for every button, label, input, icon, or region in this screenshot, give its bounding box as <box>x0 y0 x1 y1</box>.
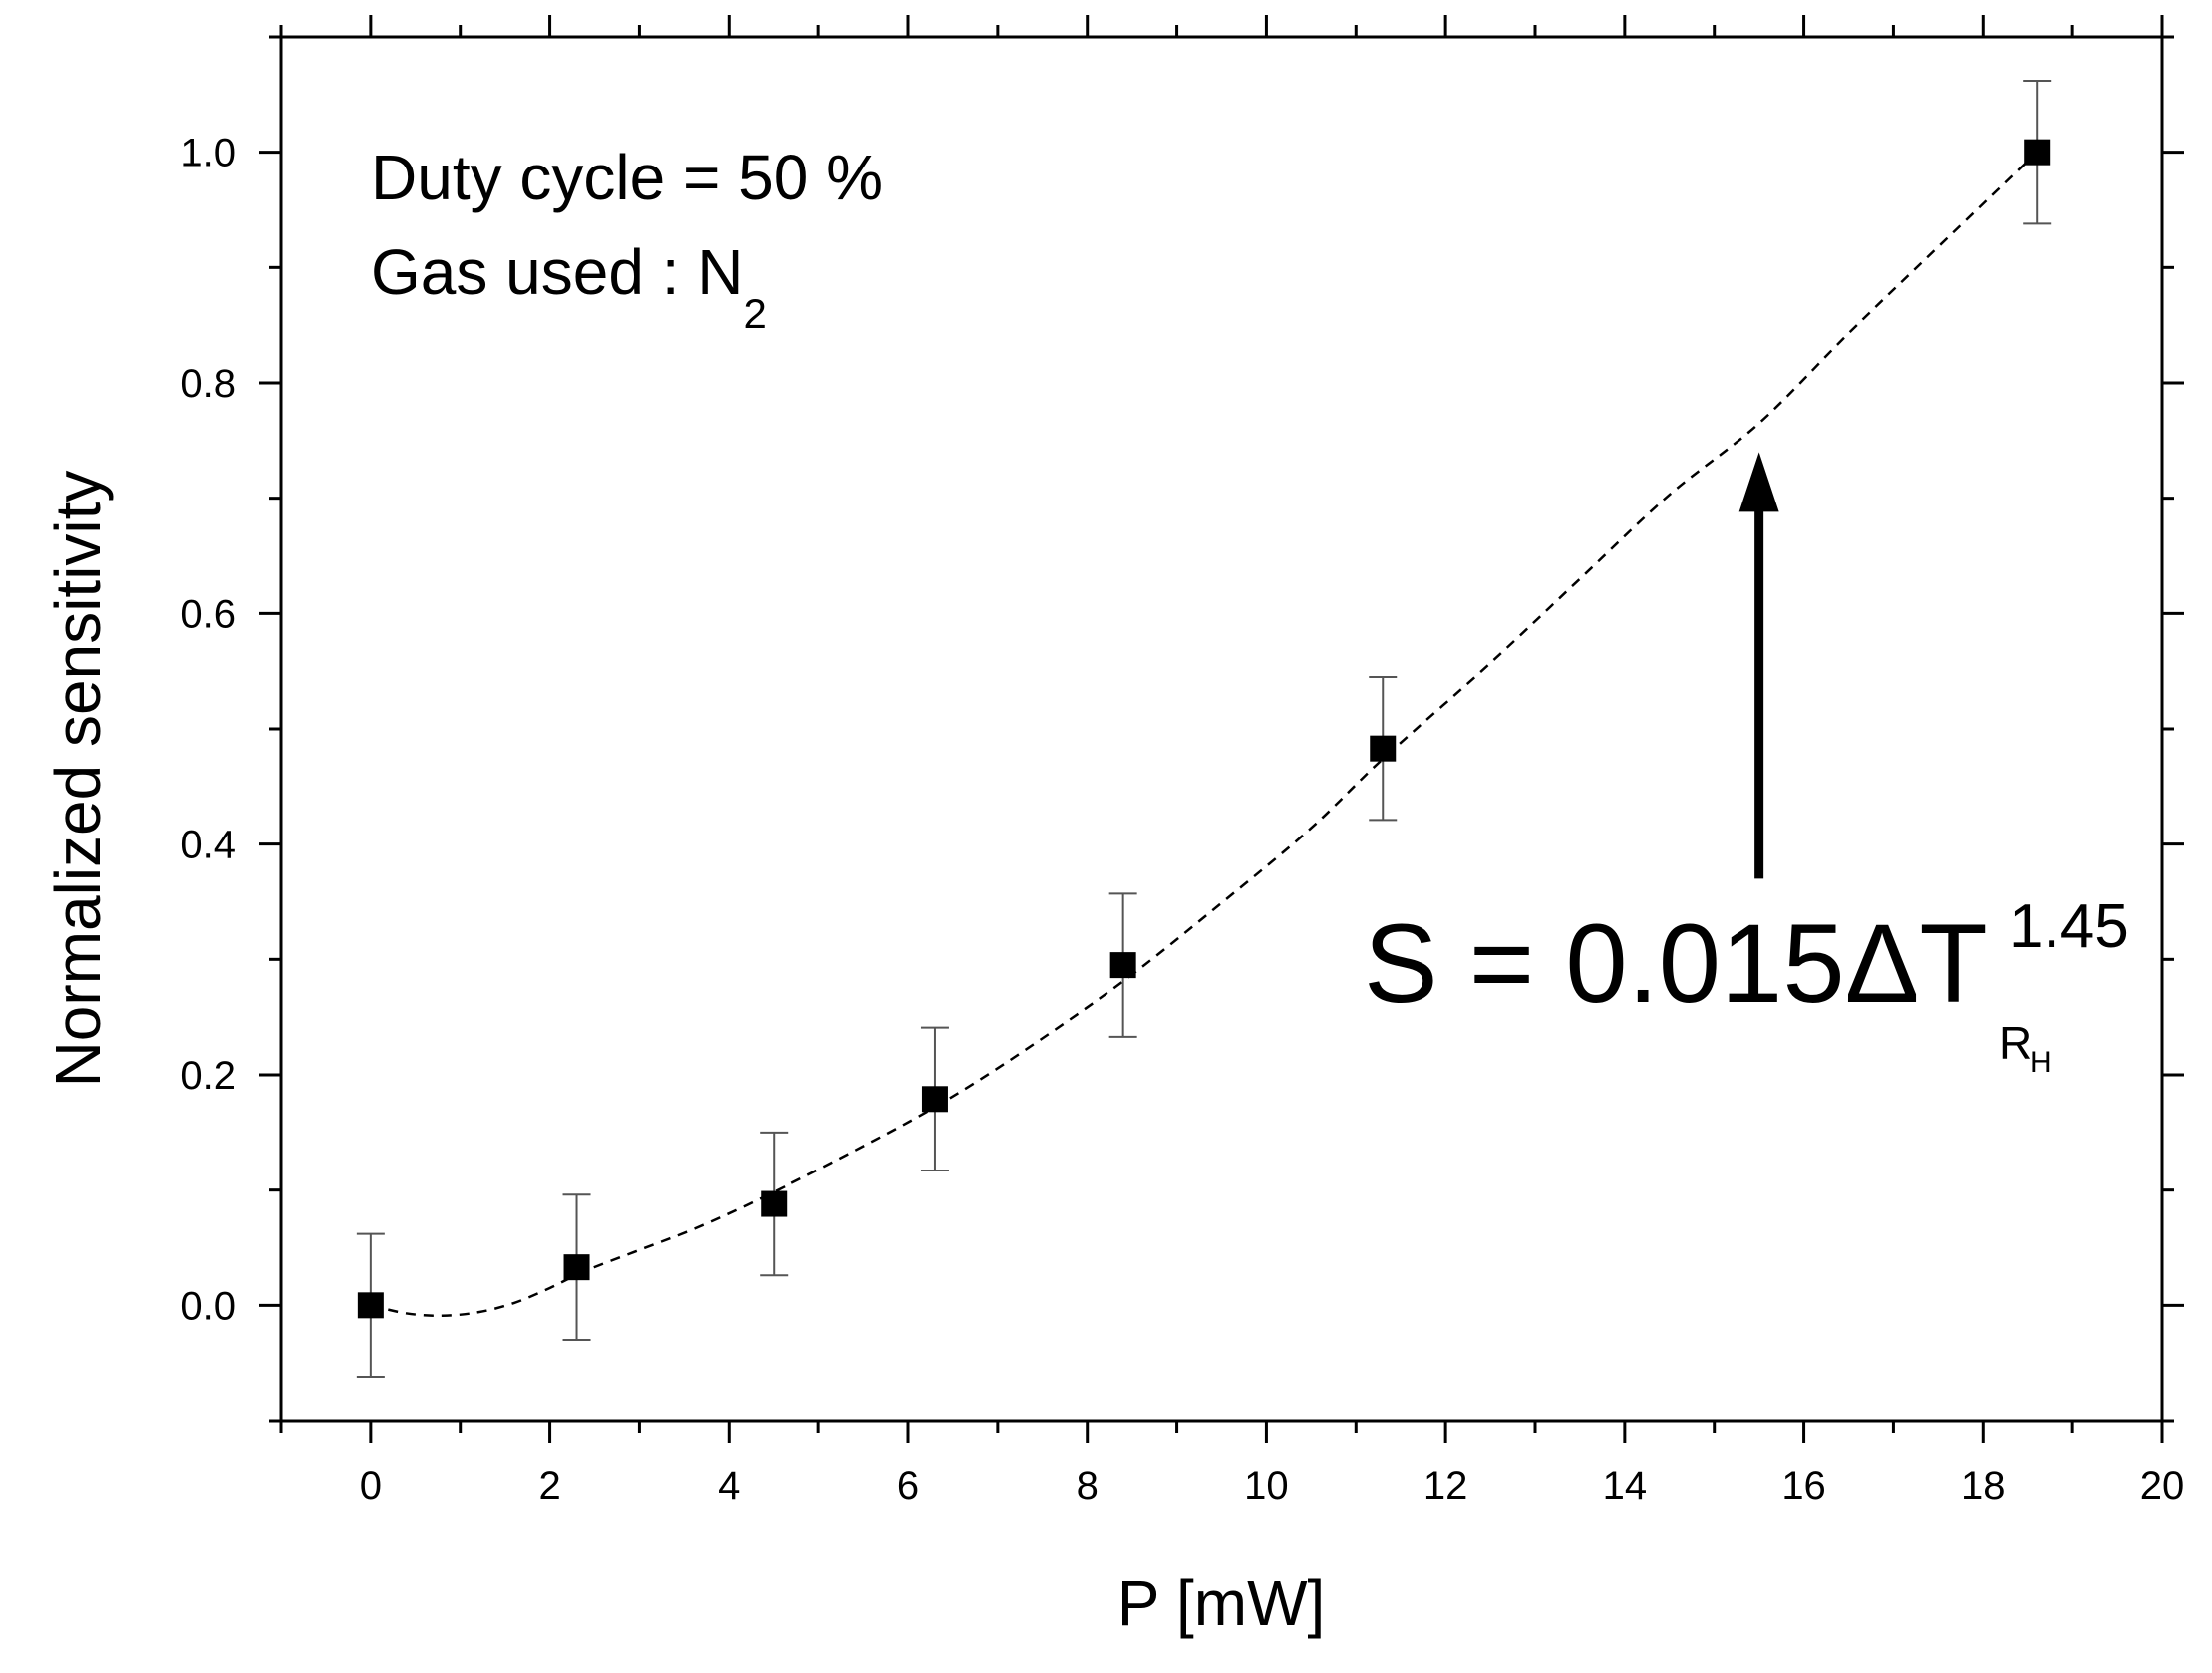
annotation-duty-cycle: Duty cycle = 50 % <box>371 142 883 213</box>
x-tick-label: 14 <box>1603 1464 1648 1507</box>
formula-subsubscript: H <box>2030 1046 2052 1079</box>
arrow-head <box>1738 452 1779 512</box>
x-tick-label: 10 <box>1244 1464 1289 1507</box>
y-tick-label: 0.8 <box>180 362 236 406</box>
fit-formula: S = 0.015ΔT 1.45 R H <box>1364 892 2129 1079</box>
data-point <box>357 1292 384 1319</box>
data-point <box>1370 735 1397 762</box>
axis-tick-labels: 0 2 4 6 8 10 12 14 16 18 20 0.0 0.2 0.4 0.6 0.8 1.0 <box>180 132 2184 1507</box>
axis-ticks <box>259 15 2184 1443</box>
y-tick-label: 0.6 <box>180 592 236 636</box>
y-tick-label: 0.0 <box>180 1284 236 1328</box>
data-points <box>356 79 2052 1379</box>
y-axis-title: Normalized sensitivity <box>42 471 114 1088</box>
x-tick-label: 4 <box>718 1464 740 1507</box>
x-tick-label: 0 <box>360 1464 382 1507</box>
x-axis-title: P [mW] <box>1117 1567 1326 1639</box>
data-point <box>761 1190 788 1217</box>
x-tick-label: 2 <box>538 1464 560 1507</box>
y-tick-label: 1.0 <box>180 132 236 175</box>
annotation-gas-used-prefix: Gas used : N <box>371 236 744 308</box>
data-point <box>921 1086 948 1113</box>
x-tick-label: 12 <box>1423 1464 1468 1507</box>
x-tick-label: 8 <box>1077 1464 1099 1507</box>
x-tick-label: 18 <box>1961 1464 2006 1507</box>
y-tick-label: 0.2 <box>180 1054 236 1098</box>
x-tick-label: 6 <box>897 1464 919 1507</box>
x-tick-label: 20 <box>2140 1464 2185 1507</box>
y-tick-label: 0.4 <box>180 824 236 867</box>
data-point <box>563 1254 590 1281</box>
fit-curve <box>370 151 2039 1318</box>
formula-main: S = 0.015ΔT <box>1364 901 1988 1026</box>
x-tick-label: 16 <box>1781 1464 1826 1507</box>
annotation-gas-used: Gas used : N2 <box>371 236 767 337</box>
annotation-gas-subscript: 2 <box>744 290 767 337</box>
data-point <box>1109 952 1136 979</box>
data-point <box>2024 139 2051 166</box>
formula-exponent: 1.45 <box>2009 892 2129 961</box>
formula-subscript: R <box>1999 1017 2032 1069</box>
formula-arrow <box>1738 452 1779 879</box>
